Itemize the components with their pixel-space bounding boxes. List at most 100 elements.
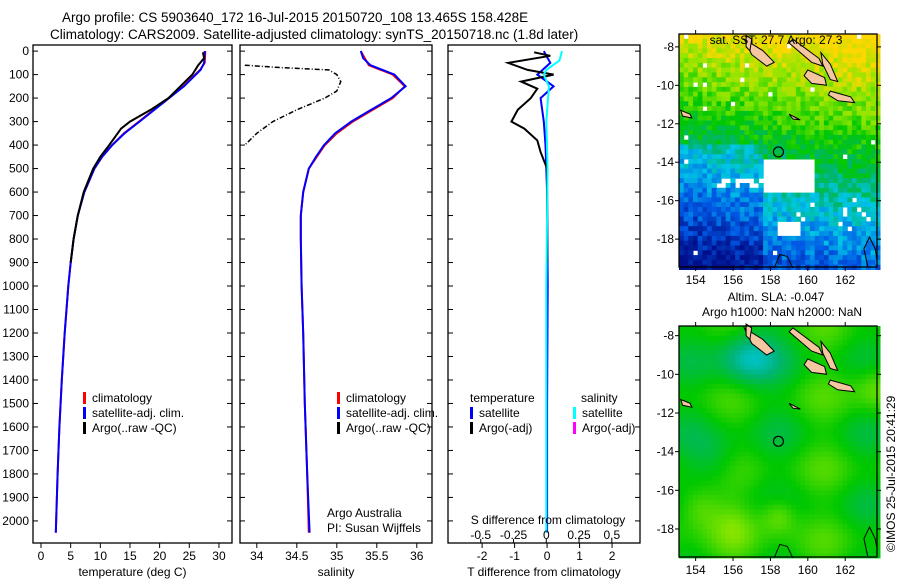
heatmap-cell bbox=[828, 130, 834, 136]
heatmap-cell bbox=[739, 86, 745, 93]
heatmap-cell bbox=[763, 192, 769, 198]
heatmap-cell bbox=[875, 364, 881, 370]
heatmap-cell bbox=[744, 134, 750, 141]
heatmap-cell bbox=[819, 543, 825, 549]
heatmap-cell bbox=[856, 149, 862, 155]
heatmap-cell bbox=[870, 519, 876, 525]
heatmap-cell bbox=[875, 538, 881, 544]
heatmap-cell bbox=[688, 216, 694, 222]
heatmap-cell bbox=[842, 355, 848, 361]
heatmap-cell bbox=[777, 490, 783, 496]
heatmap-cell bbox=[730, 533, 736, 540]
heatmap-cell bbox=[875, 456, 881, 462]
plot-frame bbox=[239, 44, 433, 544]
heatmap-cell bbox=[781, 110, 787, 117]
heatmap-cell bbox=[800, 77, 806, 83]
heatmap-cell bbox=[842, 72, 848, 78]
heatmap-cell bbox=[683, 446, 689, 453]
heatmap-cell bbox=[749, 58, 755, 64]
heatmap-cell bbox=[730, 495, 736, 501]
heatmap-cell bbox=[800, 553, 806, 559]
heatmap-cell bbox=[805, 442, 811, 448]
heatmap-cell bbox=[805, 154, 811, 160]
heatmap-cell bbox=[800, 192, 806, 198]
heatmap-cell bbox=[702, 335, 708, 341]
heatmap-cell bbox=[847, 187, 853, 194]
heatmap-cell bbox=[837, 183, 844, 189]
heatmap-cell bbox=[870, 62, 876, 69]
heatmap-cell bbox=[847, 125, 853, 131]
heatmap-cell bbox=[749, 350, 755, 356]
heatmap-cell bbox=[758, 504, 764, 511]
heatmap-cell bbox=[735, 471, 741, 477]
heatmap-cell bbox=[837, 519, 844, 525]
heatmap-cell bbox=[753, 514, 759, 520]
heatmap-cell bbox=[781, 340, 787, 346]
heatmap-cell bbox=[819, 413, 825, 419]
heatmap-cell bbox=[795, 86, 802, 93]
heatmap-cell bbox=[735, 245, 741, 251]
heatmap-cell bbox=[763, 451, 769, 457]
island bbox=[827, 379, 856, 393]
heatmap-cell bbox=[866, 456, 872, 462]
heatmap-cell bbox=[711, 168, 717, 174]
heatmap-cell bbox=[730, 340, 736, 346]
heatmap-cell bbox=[856, 38, 862, 45]
heatmap-cell bbox=[777, 403, 783, 409]
heatmap-cell bbox=[809, 533, 816, 540]
heatmap-cell bbox=[777, 62, 783, 69]
heatmap-cell bbox=[866, 413, 872, 419]
heatmap-cell bbox=[767, 110, 773, 117]
heatmap-cell bbox=[795, 524, 802, 530]
heatmap-cell bbox=[861, 67, 867, 73]
heatmap-cell bbox=[702, 514, 708, 520]
heatmap-cell bbox=[847, 106, 853, 112]
heatmap-cell bbox=[739, 255, 745, 261]
heatmap-cell bbox=[725, 259, 731, 266]
heatmap-cell bbox=[753, 231, 759, 237]
heatmap-cell bbox=[697, 139, 703, 145]
heatmap-cell bbox=[711, 451, 717, 457]
heatmap-cell bbox=[702, 374, 708, 380]
heatmap-cell bbox=[791, 72, 797, 78]
legend-swatch-1 bbox=[470, 422, 473, 434]
heatmap-cell bbox=[823, 34, 830, 40]
heatmap-cell bbox=[697, 53, 703, 59]
heatmap-cell bbox=[847, 519, 853, 525]
heatmap-cell bbox=[828, 519, 834, 525]
heatmap-cell bbox=[711, 326, 717, 332]
heatmap-cell bbox=[814, 86, 820, 93]
heatmap-cell bbox=[777, 350, 783, 356]
heatmap-cell bbox=[763, 326, 769, 332]
heatmap-cell bbox=[716, 461, 722, 467]
x-tick-label: 36 bbox=[410, 549, 424, 563]
heatmap-cell bbox=[861, 446, 867, 453]
heatmap-cell bbox=[702, 53, 708, 59]
heatmap-cell bbox=[823, 125, 830, 131]
heatmap-cell bbox=[683, 384, 689, 390]
heatmap-cell bbox=[833, 259, 839, 266]
heatmap-cell bbox=[739, 369, 745, 375]
heatmap-cell bbox=[693, 144, 699, 150]
heatmap-cell bbox=[823, 202, 830, 208]
heatmap-cell bbox=[786, 529, 792, 535]
heatmap-cell bbox=[814, 139, 820, 145]
heatmap-cell bbox=[777, 139, 783, 145]
heatmap-cell bbox=[800, 461, 806, 467]
heatmap-cell bbox=[772, 538, 778, 544]
heatmap-cell bbox=[781, 509, 787, 515]
heatmap-cell bbox=[805, 335, 811, 341]
heatmap-cell bbox=[800, 202, 806, 208]
heatmap-cell bbox=[707, 422, 713, 428]
heatmap-cell bbox=[786, 451, 792, 457]
heatmap-cell bbox=[814, 413, 820, 419]
heatmap-cell bbox=[795, 514, 802, 520]
heatmap-cell bbox=[730, 427, 736, 433]
heatmap-cell bbox=[800, 245, 806, 251]
heatmap-cell bbox=[711, 475, 717, 482]
legend-swatch-0 bbox=[337, 392, 340, 404]
heatmap-cell bbox=[711, 62, 717, 69]
heatmap-cell bbox=[814, 359, 820, 366]
heatmap-cell bbox=[856, 500, 862, 506]
heatmap-cell bbox=[697, 340, 703, 346]
